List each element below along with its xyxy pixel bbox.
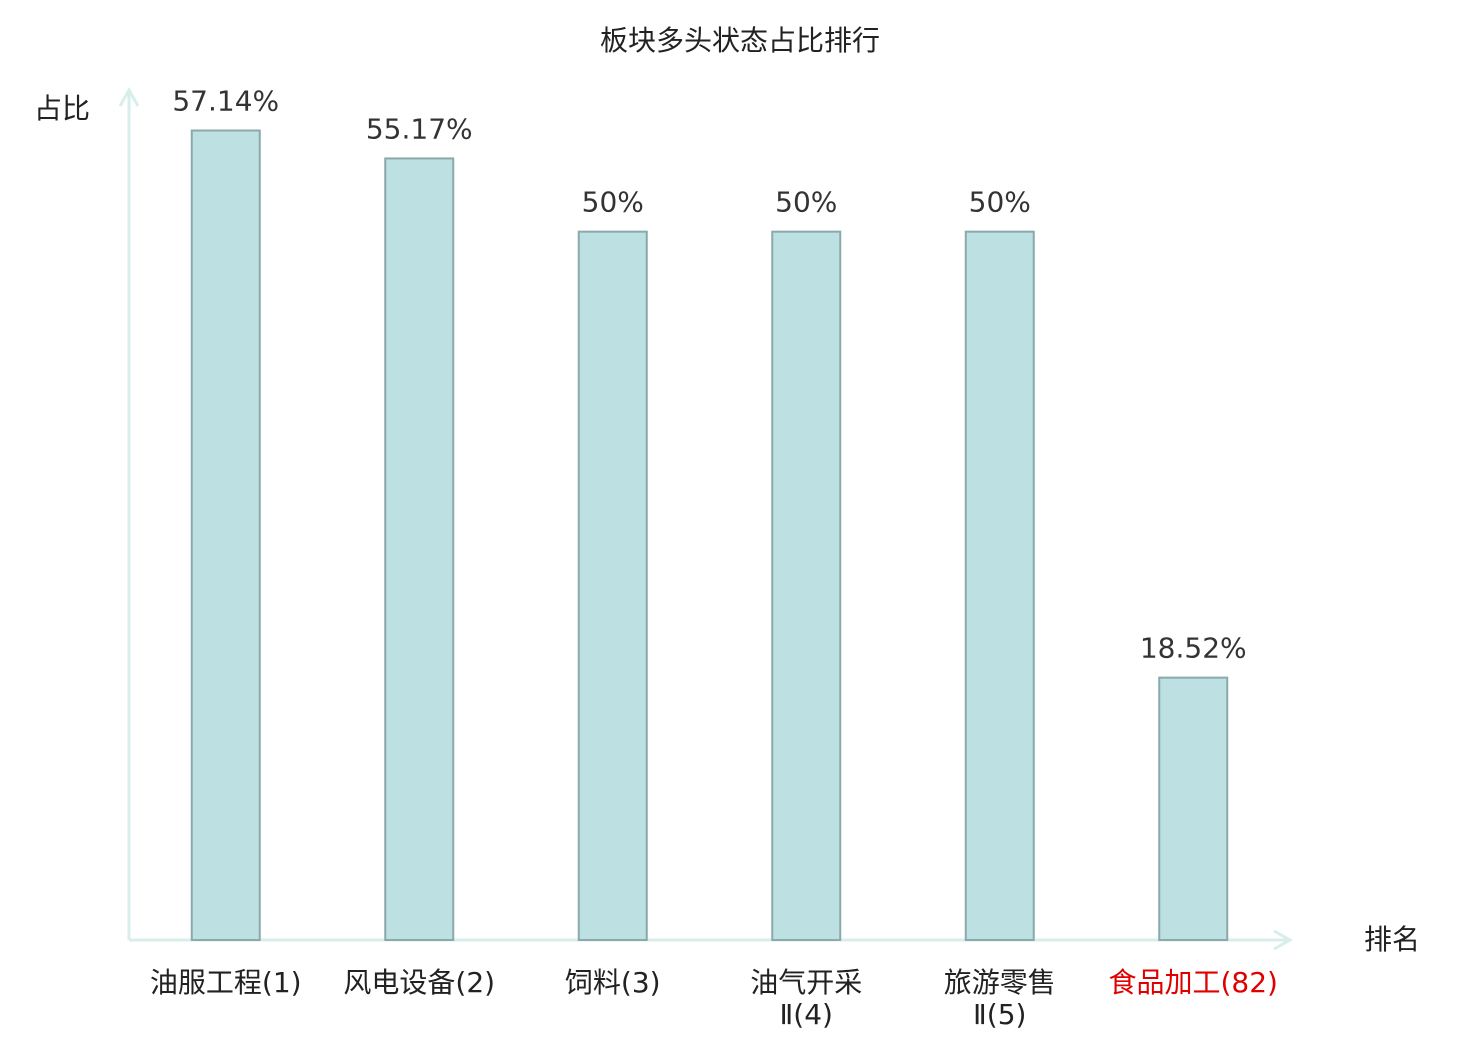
x-tick-label: 风电设备(2) [343, 966, 495, 999]
y-axis-arrow [118, 86, 140, 107]
value-label: 50% [775, 186, 837, 219]
x-tick-label: 食品加工(82) [1109, 966, 1278, 999]
x-axis-label: 排名 [1364, 923, 1420, 956]
value-label: 57.14% [172, 85, 279, 118]
x-tick-label: 饲料(3) [565, 966, 661, 999]
value-label: 55.17% [366, 112, 473, 145]
bar [577, 230, 648, 941]
chart-title: 板块多头状态占比排行 [600, 24, 880, 57]
bar [964, 230, 1035, 941]
x-tick-label: 油气开采 [750, 966, 862, 999]
x-tick-label: 旅游零售 [944, 966, 1056, 999]
y-axis-label: 占比 [34, 92, 90, 125]
x-axis-arrow [1273, 929, 1294, 951]
bar [1158, 676, 1229, 942]
value-label: 50% [582, 186, 644, 219]
x-tick-label: Ⅱ(4) [780, 998, 833, 1031]
x-tick-label: Ⅱ(5) [973, 998, 1026, 1031]
bar [771, 230, 842, 941]
value-label: 50% [969, 186, 1031, 219]
value-label: 18.52% [1140, 632, 1247, 665]
x-tick-label: 油服工程(1) [150, 966, 302, 999]
bar [190, 129, 261, 941]
bar [384, 157, 455, 942]
